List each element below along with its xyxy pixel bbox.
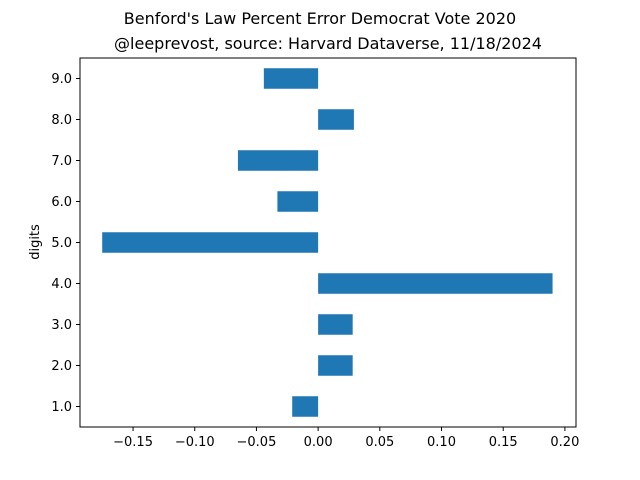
bar-digit-8.0 — [318, 109, 354, 130]
bar-digit-3.0 — [318, 314, 353, 335]
x-tick-label: 0.05 — [365, 435, 394, 450]
x-tick-label: −0.15 — [113, 435, 153, 450]
bar-digit-6.0 — [277, 191, 319, 212]
bars-group — [102, 68, 553, 417]
bar-digit-2.0 — [318, 355, 353, 376]
y-tick-label: 1.0 — [51, 400, 72, 415]
y-axis-label: digits — [28, 224, 43, 260]
y-tick-label: 6.0 — [51, 195, 72, 210]
y-tick-label: 9.0 — [51, 72, 72, 87]
bar-digit-4.0 — [318, 273, 553, 294]
x-tick-label: 0.15 — [489, 435, 518, 450]
x-tick-label: 0.20 — [550, 435, 579, 450]
bar-digit-7.0 — [237, 150, 319, 171]
chart-subtitle: @leeprevost, source: Harvard Dataverse, … — [114, 34, 542, 53]
y-tick-label: 3.0 — [51, 318, 72, 333]
plot-frame — [79, 57, 577, 428]
y-tick-label: 7.0 — [51, 154, 72, 169]
x-tick-label: −0.10 — [175, 435, 215, 450]
y-tick-label: 8.0 — [51, 113, 72, 128]
y-tick-label: 2.0 — [51, 359, 72, 374]
y-tick-label: 4.0 — [51, 277, 72, 292]
ticks-group: 1.0 2.0 3.0 4.0 5.0 6.0 7.0 8.0 9.0 −0.15 −0.10 −0.… — [51, 72, 579, 450]
bar-digit-5.0 — [102, 232, 319, 253]
x-tick-label: −0.05 — [237, 435, 277, 450]
chart-title: Benford's Law Percent Error Democrat Vot… — [124, 9, 516, 28]
x-tick-label: 0.10 — [427, 435, 456, 450]
bar-digit-9.0 — [263, 68, 319, 89]
y-tick-label: 5.0 — [51, 236, 72, 251]
bar-digit-1.0 — [292, 396, 319, 417]
x-tick-label: 0.00 — [304, 435, 333, 450]
